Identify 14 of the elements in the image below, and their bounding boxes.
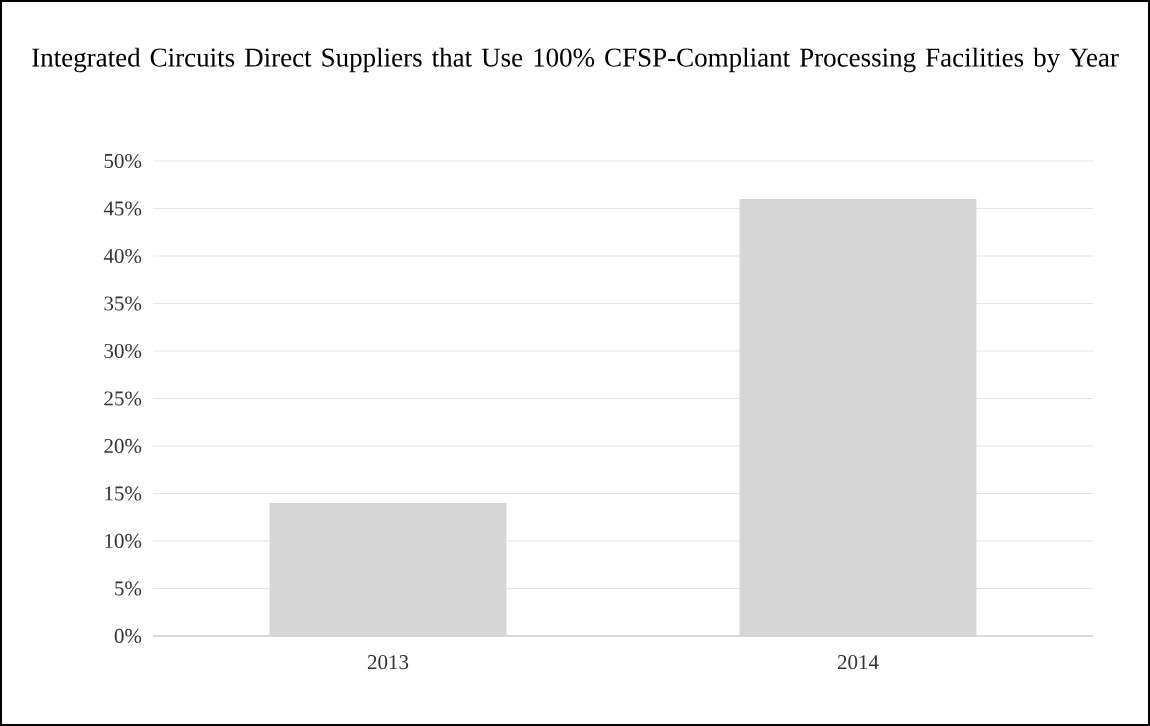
y-tick-label: 40% [103,248,142,264]
chart-title: Integrated Circuits Direct Suppliers that Use 100% CFSP-Compliant Processing Facilities by Year [32,47,1119,73]
x-tick-label: 2014 [837,655,879,670]
y-tick-label: 50% [104,153,142,169]
y-tick-label: 45% [103,201,142,216]
y-tick-label: 35% [104,296,142,311]
y-tick-label: 30% [104,343,142,359]
x-tick-label: 2013 [367,655,409,670]
y-tick-label: 5% [115,581,142,596]
y-tick-label: 20% [104,438,142,454]
y-tick-label: 15% [105,486,142,501]
y-tick-label: 25% [104,391,142,406]
y-tick-label: 0% [114,628,142,644]
y-tick-label: 10% [105,533,142,549]
